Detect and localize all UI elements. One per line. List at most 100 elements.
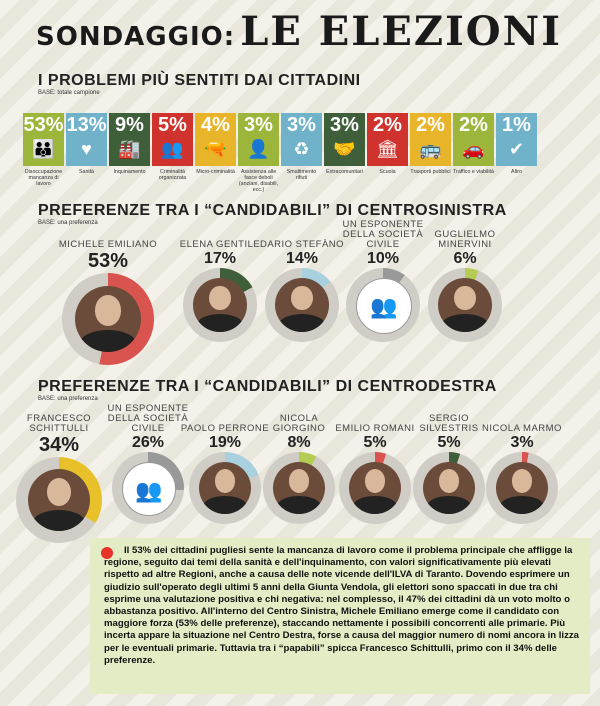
candidate-name: Un esponente della società civile bbox=[342, 219, 424, 250]
problem-pct: 2% bbox=[373, 114, 402, 136]
person-icon: 👤 bbox=[247, 139, 270, 159]
candidate-pct: 10% bbox=[366, 250, 400, 267]
candidate: Nicola Giorgino 8% bbox=[254, 404, 344, 524]
problem-pct: 5% bbox=[158, 114, 187, 136]
heart-icon: ♥ bbox=[81, 139, 92, 159]
candidate-pct: 8% bbox=[287, 434, 311, 451]
bus-icon: 🚌 bbox=[419, 139, 442, 159]
candidate-name: Michele Emiliano bbox=[58, 239, 158, 250]
photo-body bbox=[203, 496, 247, 514]
candidate-pct: 3% bbox=[510, 434, 534, 451]
problem-pct: 3% bbox=[330, 114, 359, 136]
problem-label: Criminalità organizzata bbox=[158, 169, 187, 181]
people-icon: 👥 bbox=[135, 477, 163, 503]
problem-pct: 2% bbox=[459, 114, 488, 136]
candidate-photo bbox=[423, 462, 475, 514]
candidate-pct: 5% bbox=[363, 434, 387, 451]
problem-pct: 4% bbox=[201, 114, 230, 136]
candidate: Emilio Romani 5% bbox=[330, 404, 420, 524]
centrosinistra-heading: PREFERENZE TRA I “CANDIDABILI” DI CENTRO… bbox=[38, 202, 507, 219]
photo-face bbox=[511, 469, 533, 494]
photo-face bbox=[94, 295, 122, 326]
problem-label: Disoccupazione mancanza di lavoro bbox=[24, 169, 63, 187]
car-icon: 🚗 bbox=[462, 139, 485, 159]
candidate-photo bbox=[273, 462, 325, 514]
problem-tile: 3% 🤝 bbox=[324, 113, 365, 166]
gun-icon: 🔫 bbox=[204, 139, 227, 159]
candidate: Paolo Perrone 19% bbox=[180, 404, 270, 524]
photo-body bbox=[80, 329, 136, 352]
candidate-photo bbox=[496, 462, 548, 514]
photo-body bbox=[197, 313, 243, 332]
problem-label: Altro bbox=[511, 169, 522, 175]
problem-tile: 2% 🚌 bbox=[410, 113, 451, 166]
photo-face bbox=[46, 477, 72, 507]
candidate: Nicola Marmo 3% bbox=[477, 404, 567, 524]
candidate-ring bbox=[16, 457, 102, 543]
problem-label: Inquinamento bbox=[113, 169, 146, 175]
problem-tile: 53% 👪 bbox=[23, 113, 64, 166]
centrodestra-heading: PREFERENZE TRA I “CANDIDABILI” DI CENTRO… bbox=[38, 378, 497, 395]
photo-body bbox=[427, 496, 471, 514]
problem-tile: 1% ✔ bbox=[496, 113, 537, 166]
problems-heading: I PROBLEMI PIÙ SENTITI DAI CITTADINI bbox=[38, 72, 361, 89]
problem-tile: 2% 🏛 bbox=[367, 113, 408, 166]
problem-tile: 5% 👥 bbox=[152, 113, 193, 166]
photo-face bbox=[214, 469, 236, 494]
candidate-pct: 17% bbox=[203, 250, 237, 267]
problem-tile: 13% ♥ bbox=[66, 113, 107, 166]
problem-label: Traffico e viabilità bbox=[453, 169, 494, 175]
problem-label: Sanità bbox=[78, 169, 95, 175]
candidate: Un esponente della società civile 10% 👥 bbox=[333, 219, 433, 342]
problems-labels: Disoccupazione mancanza di lavoro Sanità I… bbox=[23, 169, 537, 193]
handshake-icon: 🤝 bbox=[333, 139, 356, 159]
civil-society-icon: 👥 bbox=[122, 462, 176, 516]
candidate-photo bbox=[349, 462, 401, 514]
problem-pct: 3% bbox=[244, 114, 273, 136]
candidate-pct: 6% bbox=[453, 250, 477, 267]
candidate-name: Elena Gentile bbox=[179, 239, 261, 250]
candidate-ring: 👥 bbox=[112, 452, 184, 524]
photo-face bbox=[454, 285, 476, 311]
problem-pct: 3% bbox=[287, 114, 316, 136]
problem-tile: 2% 🚗 bbox=[453, 113, 494, 166]
candidate-ring bbox=[413, 452, 485, 524]
bullet-dot bbox=[101, 547, 113, 559]
candidate-name: Nicola Marmo bbox=[482, 423, 562, 434]
candidate-ring bbox=[189, 452, 261, 524]
photo-face bbox=[291, 285, 313, 311]
candidate-photo bbox=[75, 286, 141, 352]
check-icon: ✔ bbox=[508, 139, 525, 159]
candidate: Sergio Silvestris 5% bbox=[404, 404, 494, 524]
photo-body bbox=[353, 496, 397, 514]
photo-face bbox=[364, 469, 386, 494]
candidate-ring bbox=[428, 268, 502, 342]
candidate-photo bbox=[438, 278, 492, 332]
summary-text: Il 53% dei cittadini pugliesi sente la m… bbox=[104, 545, 580, 666]
candidate: Un esponente della società civile 26% 👥 bbox=[103, 404, 193, 524]
candidate: Guglielmo Minervini 6% bbox=[415, 230, 515, 342]
candidate-ring bbox=[339, 452, 411, 524]
candidate-name: Dario Stefàno bbox=[259, 239, 345, 250]
summary-box: Il 53% dei cittadini pugliesi sente la m… bbox=[90, 538, 590, 694]
building-icon: 🏛 bbox=[376, 139, 399, 159]
candidate-name: Emilio Romani bbox=[335, 423, 415, 434]
problem-tile: 9% 🏭 bbox=[109, 113, 150, 166]
candidate-name: Guglielmo Minervini bbox=[434, 229, 496, 250]
photo-face bbox=[209, 285, 231, 311]
recycle-icon: ♻ bbox=[293, 139, 310, 159]
candidate-pct: 14% bbox=[285, 250, 319, 267]
candidate-pct: 19% bbox=[208, 434, 242, 451]
candidate-photo bbox=[199, 462, 251, 514]
photo-body bbox=[279, 313, 325, 332]
candidate: Francesco Schittulli 34% bbox=[14, 404, 104, 543]
candidate-pct: 5% bbox=[437, 434, 461, 451]
page-title: SONDAGGIO: LE ELEZIONI bbox=[36, 8, 562, 55]
title-part2: LE ELEZIONI bbox=[240, 8, 562, 55]
candidate-ring bbox=[62, 273, 154, 365]
problem-label: Smaltimento rifiuti bbox=[286, 169, 317, 181]
candidate-name: Sergio Silvestris bbox=[419, 413, 479, 434]
candidate-photo bbox=[193, 278, 247, 332]
people-icon: 👪 bbox=[32, 139, 55, 159]
candidate-name: Un esponente della società civile bbox=[107, 403, 189, 434]
